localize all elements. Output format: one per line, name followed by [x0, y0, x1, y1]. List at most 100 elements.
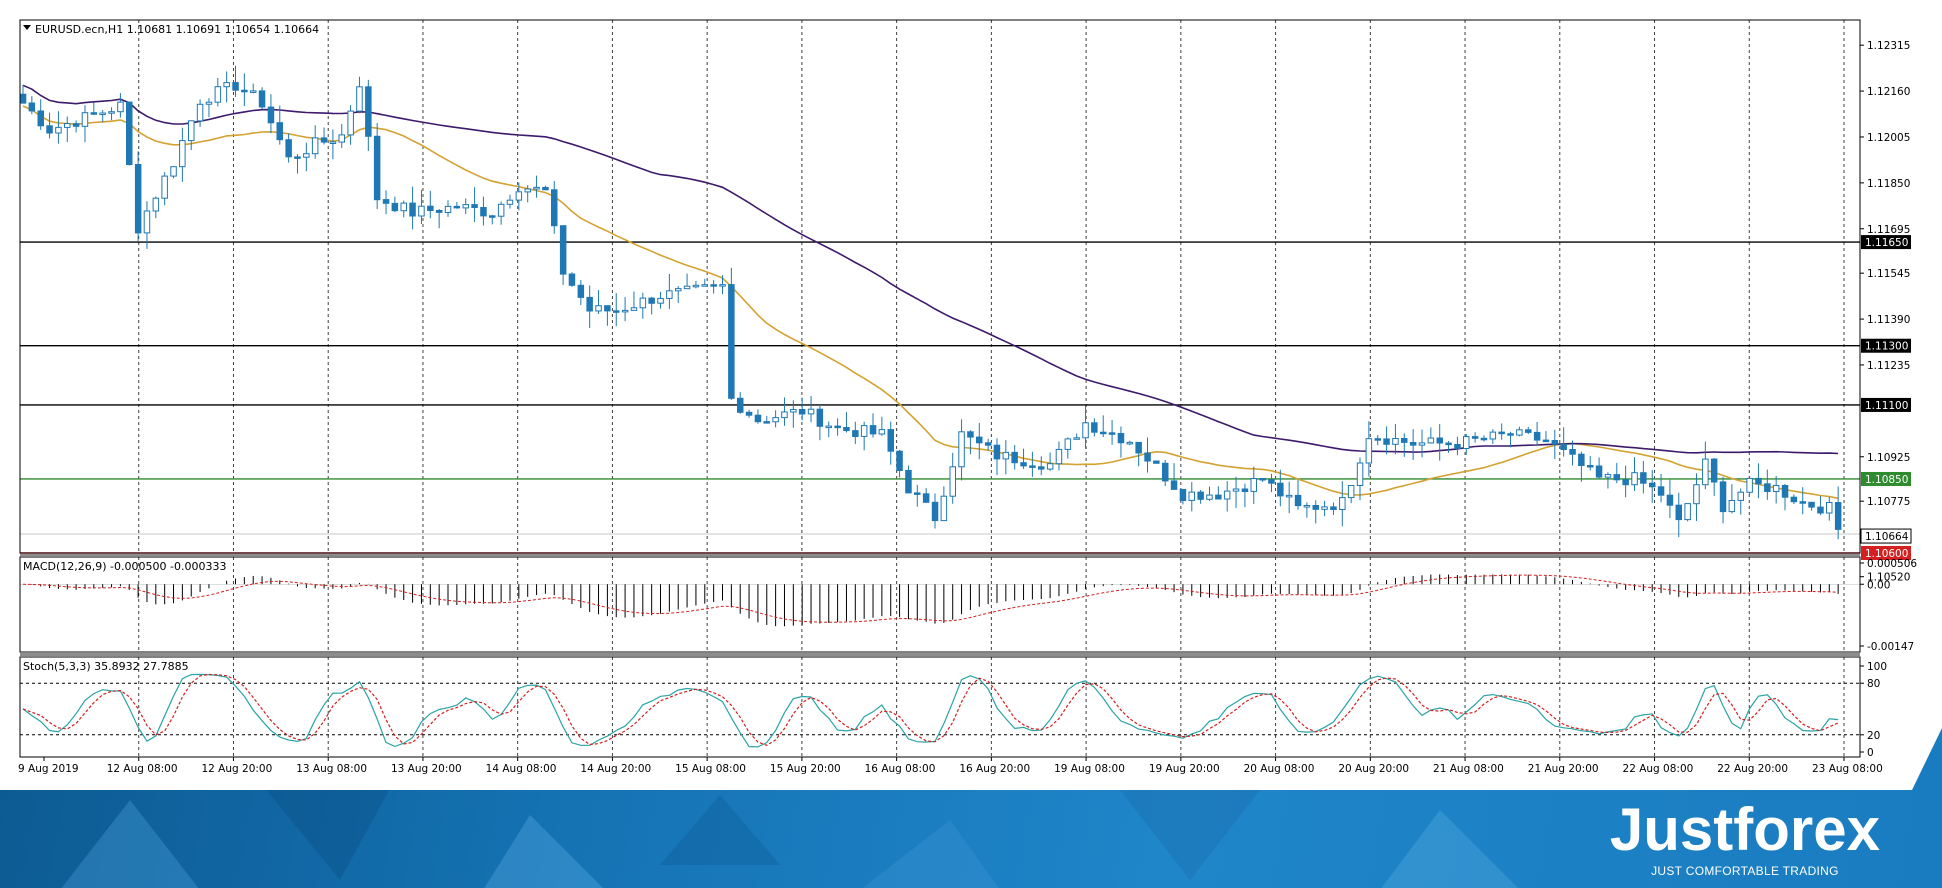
candle-body: [329, 141, 337, 144]
candles: [19, 65, 1842, 540]
candle-body: [1702, 458, 1709, 486]
candle-body: [1312, 505, 1319, 510]
candle-body: [1764, 483, 1771, 492]
candle-body: [28, 102, 36, 112]
candle-body: [710, 284, 717, 287]
candle-body: [453, 205, 461, 209]
brand-footer: Justforex JUST COMFORTABLE TRADING: [0, 790, 1942, 888]
candle-body: [1409, 442, 1417, 446]
candle-body: [179, 140, 186, 168]
candle-body: [1144, 452, 1151, 462]
candle-body: [276, 122, 283, 141]
candle-body: [1436, 437, 1443, 444]
decor-triangle: [1120, 790, 1260, 880]
time-tick-label: 21 Aug 08:00: [1433, 763, 1504, 775]
candle-body: [19, 93, 27, 104]
time-tick-label: 16 Aug 20:00: [959, 763, 1030, 775]
stoch-tick-label: 0: [1867, 747, 1874, 759]
candle-body: [444, 205, 452, 213]
candle-body: [984, 442, 992, 446]
candle-body: [701, 284, 708, 287]
time-tick-label: 22 Aug 20:00: [1717, 763, 1788, 775]
candle-body: [675, 288, 682, 292]
candle-body: [489, 215, 496, 218]
time-tick-label: 13 Aug 20:00: [391, 763, 462, 775]
candle-body: [1117, 433, 1125, 444]
symbol-dropdown-icon[interactable]: [23, 25, 31, 30]
price-tick-label: 1.12160: [1867, 86, 1910, 98]
candle-body: [1817, 506, 1824, 514]
candle-body: [604, 305, 611, 312]
candle-body: [1418, 442, 1426, 446]
candle-body: [993, 444, 1001, 460]
candle-body: [1268, 479, 1275, 484]
candle-body: [1002, 451, 1010, 460]
candle-body: [196, 103, 204, 122]
panel-frame: [19, 656, 1861, 758]
time-tick-label: 14 Aug 08:00: [486, 763, 557, 775]
level-price-label: 1.11650: [1865, 237, 1908, 249]
candle-body: [542, 186, 549, 191]
candle-body: [347, 110, 354, 136]
panel-separator: [20, 653, 1860, 656]
candle-body: [559, 225, 567, 275]
candle-body: [798, 409, 806, 415]
candle-body: [480, 207, 487, 217]
macd-panel: [20, 574, 1860, 627]
candle-body: [1241, 488, 1249, 492]
candle-body: [1542, 439, 1550, 443]
panel-separator: [20, 554, 1860, 556]
candle-body: [551, 189, 558, 227]
time-tick-label: 20 Aug 20:00: [1338, 763, 1409, 775]
candle-body: [1728, 500, 1736, 513]
level-price-tag: [1861, 338, 1911, 353]
decor-triangle: [860, 820, 1000, 888]
candle-body: [1569, 449, 1576, 455]
candle-body: [258, 90, 266, 108]
candle-body: [1206, 494, 1213, 500]
decor-triangle: [250, 790, 400, 880]
price-tick-label: 1.11390: [1867, 314, 1910, 326]
candle-body: [1082, 422, 1089, 439]
candle-body: [81, 112, 89, 127]
candle-body: [1356, 462, 1364, 486]
candle-body: [506, 199, 514, 205]
candle-body: [1595, 465, 1603, 478]
time-tick-label: 20 Aug 08:00: [1244, 763, 1315, 775]
candle-body: [1188, 491, 1195, 501]
candle-body: [427, 205, 434, 211]
stoch-title: Stoch(5,3,3) 35.8932 27.7885: [23, 660, 189, 673]
panel-frame: [19, 19, 1861, 554]
candle-body: [37, 110, 44, 127]
candle-body: [1808, 501, 1815, 508]
candle-body: [1507, 433, 1514, 436]
price-tick-label: 1.11235: [1867, 360, 1910, 372]
candle-body: [630, 307, 638, 311]
time-tick-label: 22 Aug 08:00: [1623, 763, 1694, 775]
candle-body: [1755, 477, 1762, 485]
candle-body: [1790, 496, 1798, 503]
candle-body: [1294, 494, 1302, 507]
candle-body: [1578, 453, 1585, 467]
candle-body: [834, 425, 841, 429]
candle-body: [1516, 429, 1523, 436]
candle-body: [152, 197, 160, 212]
candle-body: [1834, 502, 1842, 530]
candle-body: [1454, 444, 1461, 449]
level-price-label: 1.11300: [1865, 341, 1908, 353]
candle-body: [1525, 429, 1532, 433]
candle-body: [1250, 478, 1257, 492]
brand-logo: Justforex JUST COMFORTABLE TRADING: [1610, 798, 1880, 879]
candle-body: [126, 101, 133, 165]
candle-body: [1029, 465, 1036, 468]
candle-body: [462, 204, 469, 209]
candle-body: [533, 186, 540, 190]
decor-triangle: [480, 815, 610, 888]
candle-body: [577, 284, 585, 298]
time-tick-label: 14 Aug 20:00: [580, 763, 651, 775]
candle-body: [515, 191, 523, 201]
candle-body: [134, 164, 142, 234]
decor-triangle: [660, 795, 780, 865]
candle-body: [843, 427, 850, 432]
price-tick-label: 1.12315: [1867, 40, 1910, 52]
